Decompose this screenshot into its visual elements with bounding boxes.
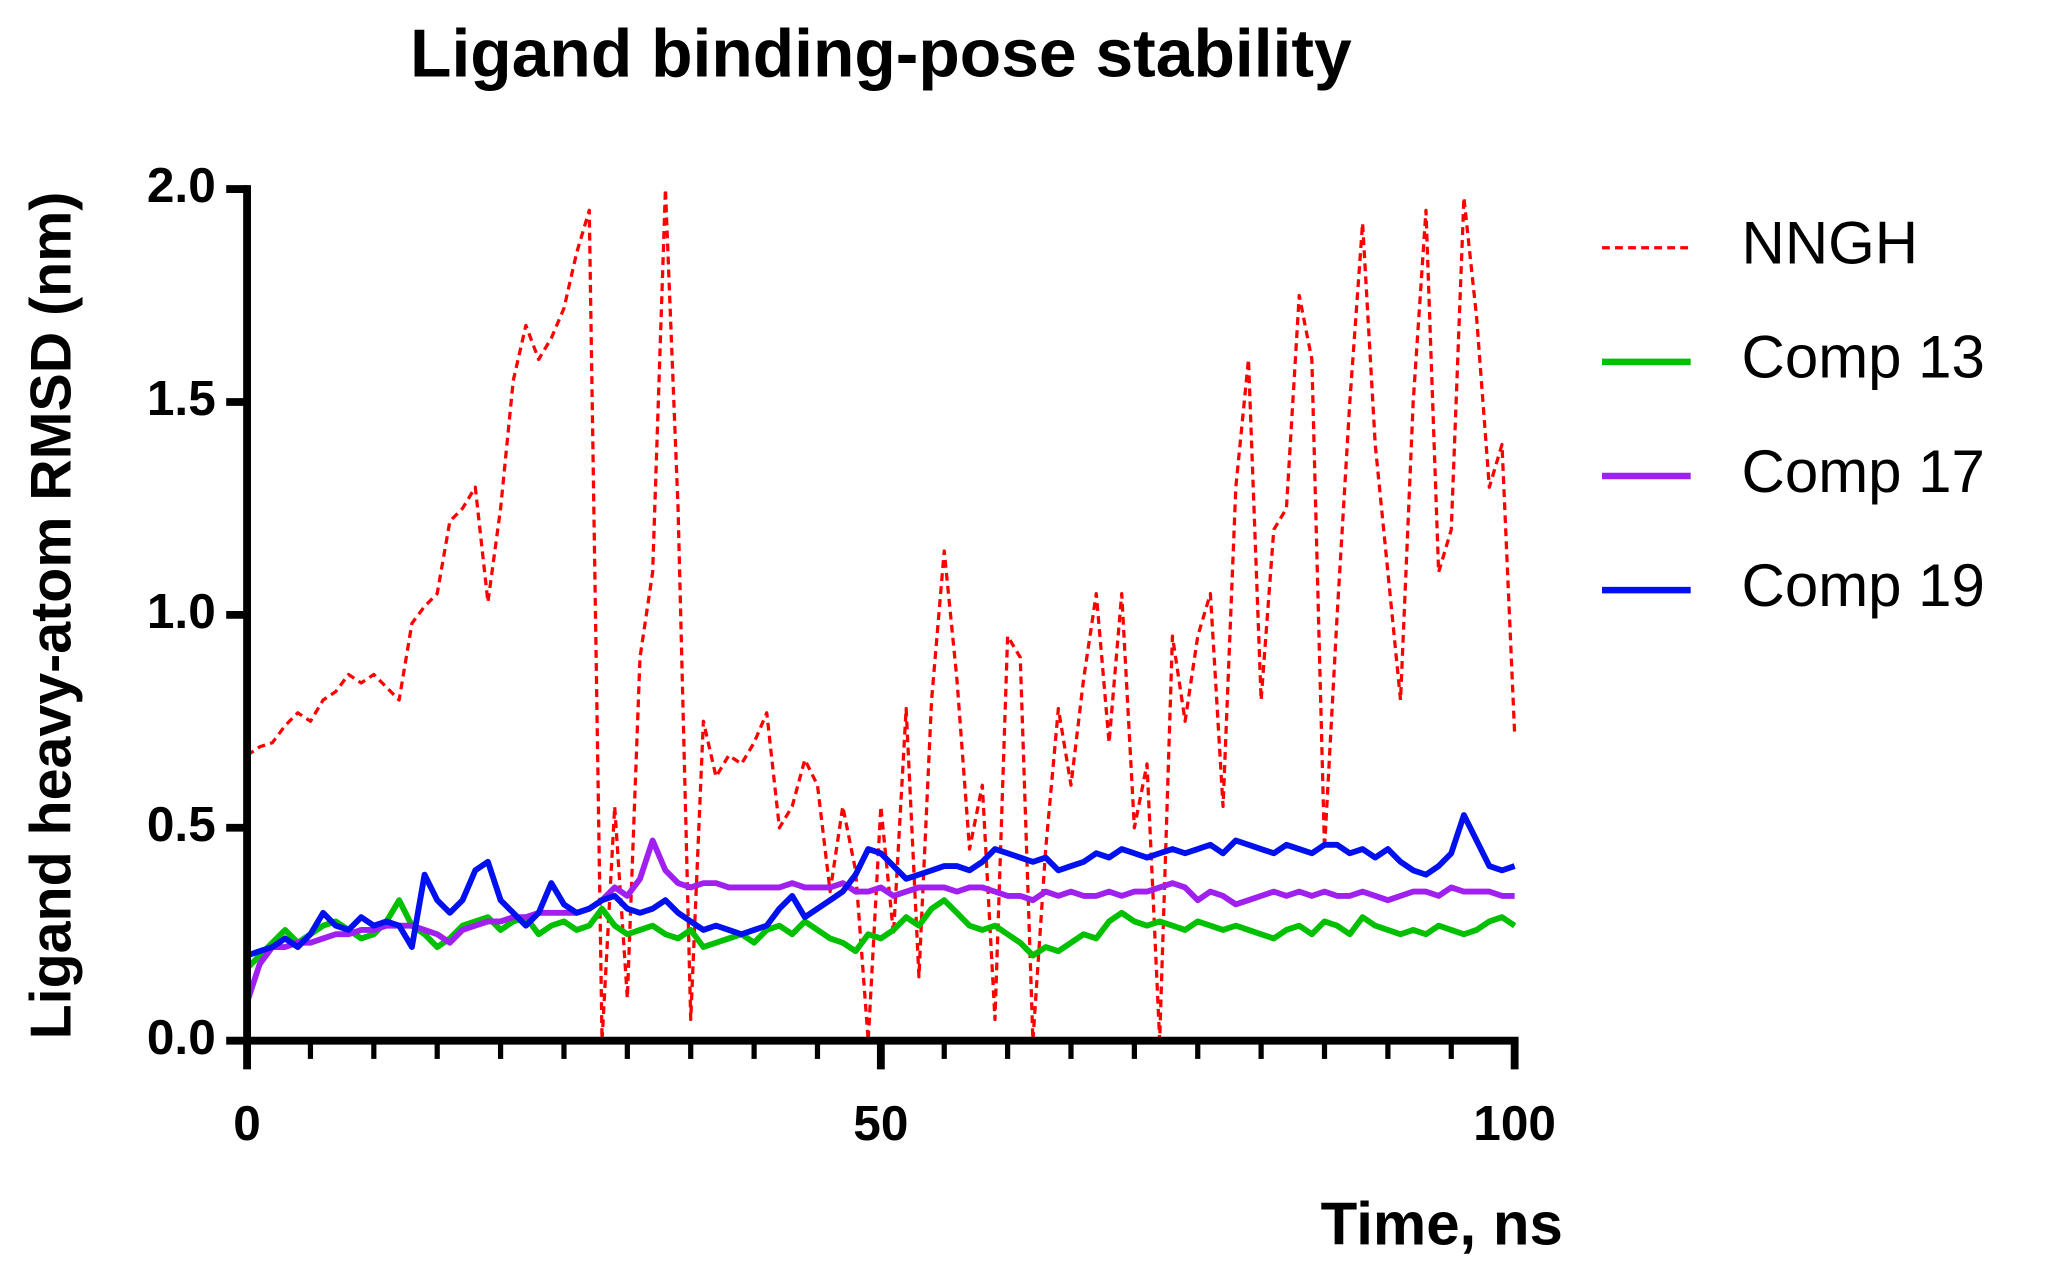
data-line [246, 812, 1516, 959]
x-tick-label: 0 [233, 1095, 261, 1151]
data-line [244, 837, 1515, 1004]
y-tick-label: 1.5 [147, 370, 216, 426]
x-tick-label: 100 [1473, 1095, 1556, 1151]
legend-label: Comp 19 [1742, 552, 1985, 619]
legend-label: Comp 17 [1742, 438, 1985, 505]
y-tick-label: 1.0 [147, 583, 216, 639]
x-axis-label: Time, ns [1321, 1190, 1563, 1257]
y-axis-label: Ligand heavy-atom RMSD (nm) [20, 192, 84, 1040]
legend-label: NNGH [1742, 210, 1919, 277]
x-tick-label: 50 [853, 1095, 908, 1151]
data-line [244, 897, 1517, 971]
y-tick-label: 0.5 [147, 796, 216, 852]
legend-label: Comp 13 [1742, 324, 1985, 391]
y-tick-label: 2.0 [147, 157, 216, 213]
y-tick-label: 0.0 [147, 1009, 216, 1065]
chart-title: Ligand binding-pose stability [410, 17, 1352, 92]
data-line [246, 187, 1517, 1043]
